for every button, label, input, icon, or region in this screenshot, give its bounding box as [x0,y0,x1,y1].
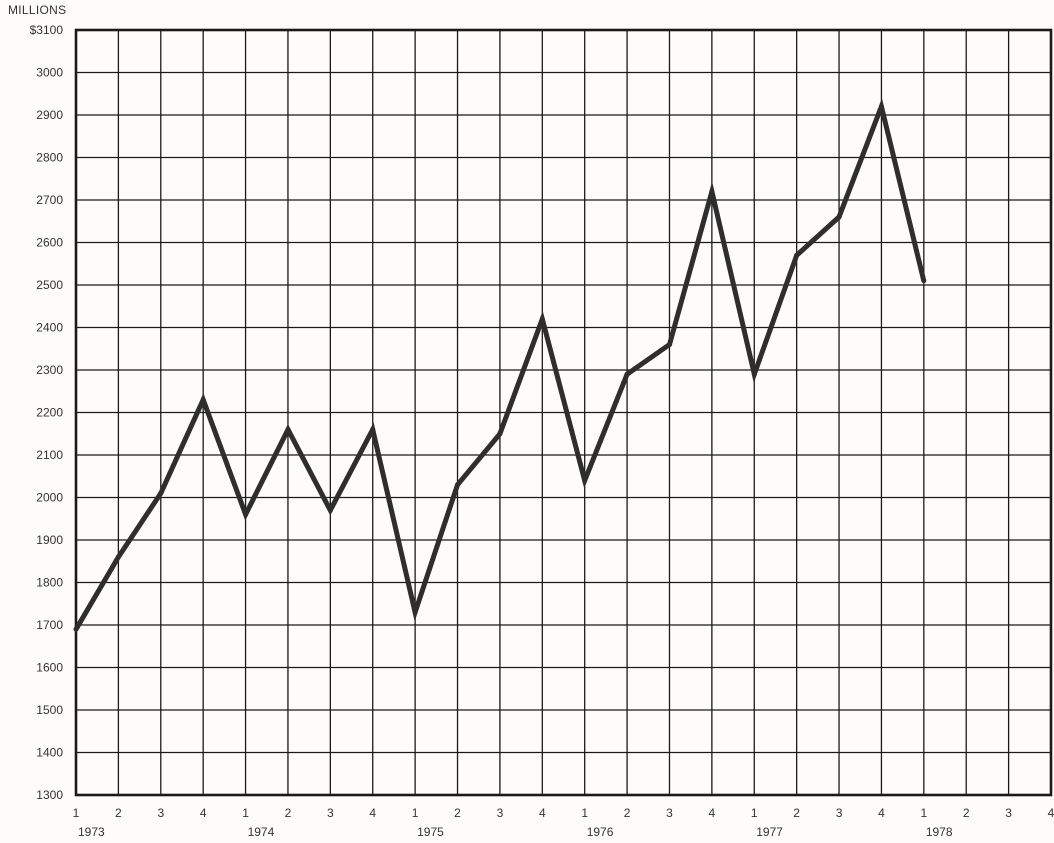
data-point [497,431,503,437]
data-point [455,482,461,488]
data-point [370,427,376,432]
data-point [200,397,206,403]
y-tick-label: 2900 [36,108,63,122]
y-tick-label: 1300 [36,788,63,802]
data-point [921,278,927,284]
x-tick-label: 4 [539,806,546,820]
data-point [412,609,418,615]
x-tick-label: 3 [497,806,504,820]
x-tick-label: 3 [157,806,164,820]
x-tick-label: 4 [1048,806,1054,820]
x-tick-label: 2 [793,806,800,820]
y-units-label: MILLIONS [8,3,66,17]
x-axis-ticks: 1 2 3 4 1 2 3 4 1 2 3 4 1 2 3 4 1 2 3 4 1 2 3 4 1973 1974 1975 1976… [73,806,1054,839]
x-tick-label: 4 [709,806,716,820]
y-tick-label: 2600 [36,236,63,250]
series-group [73,98,927,632]
x-tick-label: 2 [963,806,970,820]
y-tick-label: 1800 [36,576,63,590]
data-point [794,252,800,258]
data-point [836,214,842,220]
x-year-label: 1976 [587,825,614,839]
x-tick-label: 3 [666,806,673,820]
x-tick-label: 3 [836,806,843,820]
x-tick-label: 3 [1005,806,1012,820]
x-year-label: 1977 [756,825,783,839]
data-point [878,104,884,109]
y-tick-label: 1900 [36,533,63,547]
x-year-label: 1973 [78,825,105,839]
y-tick-label: 2500 [36,278,63,292]
x-tick-label: 2 [624,806,631,820]
x-tick-label: 1 [242,806,249,820]
data-point [115,554,121,560]
x-year-label: 1978 [926,825,953,839]
data-point [73,626,79,632]
x-tick-label: 4 [369,806,376,820]
data-point [158,490,164,496]
y-tick-label: 2000 [36,491,63,505]
y-tick-label: 2700 [36,193,63,207]
x-tick-label: 4 [200,806,207,820]
data-point [327,507,333,513]
y-axis-ticks: $3100 3000 2900 2800 2700 2600 2500 2400 2300 220… [30,23,64,802]
x-year-label: 1974 [248,825,275,839]
x-tick-label: 2 [115,806,122,820]
x-tick-label: 1 [920,806,927,820]
data-point [243,512,249,517]
data-point [751,371,757,377]
x-tick-label: 3 [327,806,334,820]
y-tick-label: 2400 [36,321,63,335]
data-point [666,342,672,347]
y-tick-label: 1700 [36,618,63,632]
x-tick-label: 4 [878,806,885,820]
x-tick-label: 2 [454,806,461,820]
y-tick-label: 1600 [36,661,63,675]
data-point [709,189,715,194]
y-tick-label: 2800 [36,151,63,165]
y-tick-label: 3000 [36,66,63,80]
plot-frame [74,28,1053,797]
x-tick-label: 1 [581,806,588,820]
x-tick-label: 2 [285,806,292,820]
data-point [582,478,588,483]
x-year-label: 1975 [417,825,444,839]
y-tick-label: 2100 [36,448,63,462]
y-tick-label: 2300 [36,363,63,377]
chart-grid [76,30,1051,795]
data-point [285,427,291,432]
x-tick-label: 1 [751,806,758,820]
y-tick-label: 2200 [36,406,63,420]
data-point [624,371,630,377]
y-tick-label: 1500 [36,703,63,717]
y-tick-label: 1400 [36,746,63,760]
x-tick-label: 1 [73,806,80,820]
x-tick-label: 1 [412,806,419,820]
data-point [539,316,545,322]
y-tick-label: $3100 [30,23,64,37]
